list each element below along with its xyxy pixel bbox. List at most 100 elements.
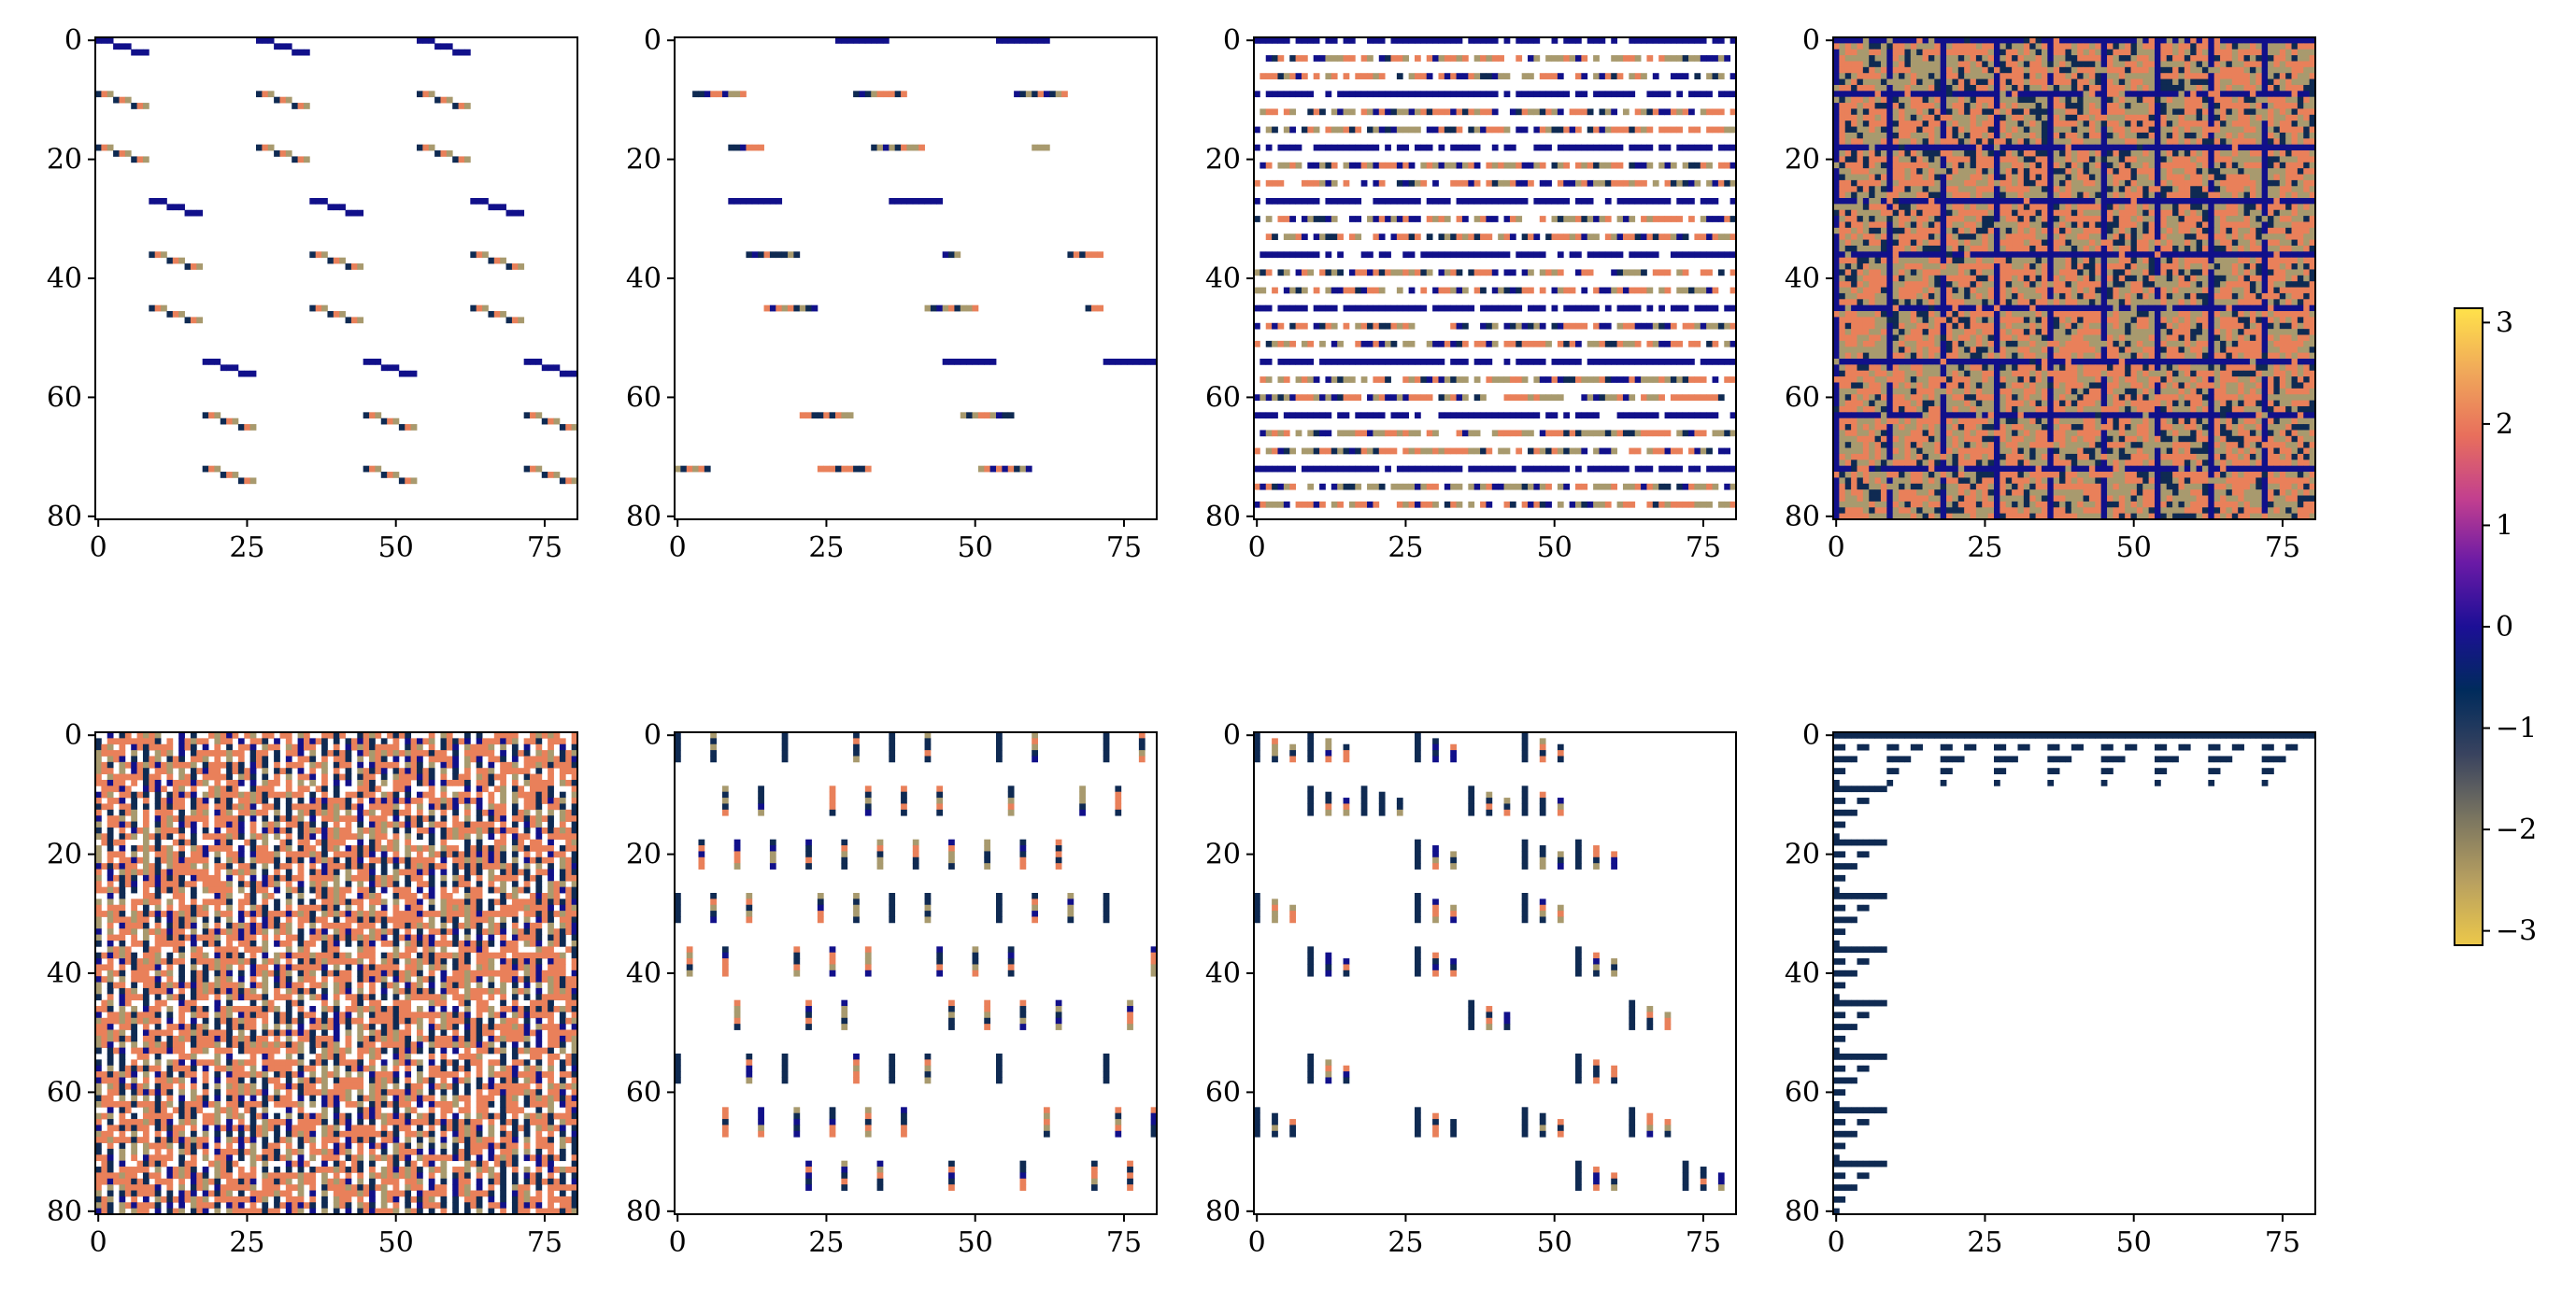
- heatmap-cell: [2190, 198, 2197, 205]
- heatmap-cell: [2249, 37, 2256, 44]
- heatmap-cell: [1587, 359, 1594, 365]
- heatmap-cell: [1833, 61, 1840, 68]
- heatmap-cell: [2196, 144, 2203, 151]
- heatmap-cell: [1461, 179, 1469, 187]
- heatmap-cell: [2220, 216, 2227, 222]
- heatmap-cell: [2268, 186, 2274, 193]
- heatmap-cell: [1910, 114, 1917, 121]
- heatmap-cell: [2256, 55, 2263, 62]
- heatmap-cell: [1343, 37, 1350, 44]
- heatmap-cell: [2297, 138, 2304, 146]
- heatmap-cell: [1857, 55, 1864, 62]
- heatmap-cell: [1892, 138, 1900, 146]
- heatmap-cell: [1952, 156, 1959, 163]
- heatmap-cell: [954, 251, 961, 259]
- heatmap-cell: [1480, 91, 1487, 98]
- heatmap-cell: [1450, 465, 1457, 473]
- heatmap-cell: [1611, 91, 1617, 98]
- heatmap-cell: [1839, 120, 1846, 127]
- heatmap-cell: [1629, 126, 1636, 134]
- heatmap-cell: [2201, 216, 2209, 222]
- heatmap-cell: [1994, 78, 2000, 86]
- heatmap-cell: [2231, 66, 2239, 74]
- heatmap-cell: [1283, 430, 1290, 437]
- heatmap-cell: [2268, 43, 2274, 50]
- heatmap-cell: [1892, 168, 1900, 175]
- heatmap-cell: [2130, 108, 2138, 116]
- heatmap-cell: [1468, 251, 1475, 259]
- heatmap-cell: [2100, 84, 2108, 92]
- heatmap-cell: [1402, 322, 1410, 330]
- heatmap-cell: [2249, 132, 2256, 139]
- heatmap-cell: [1940, 227, 1947, 234]
- heatmap-cell: [2231, 84, 2239, 92]
- heatmap-cell: [1634, 198, 1642, 205]
- heatmap-cell: [1360, 108, 1368, 116]
- heatmap-cell: [1946, 55, 1953, 62]
- heatmap-cell: [1910, 120, 1917, 127]
- heatmap-cell: [1975, 216, 1983, 222]
- heatmap-cell: [2249, 156, 2256, 163]
- heatmap-cell: [1378, 55, 1386, 62]
- heatmap-cell: [1331, 269, 1338, 276]
- heatmap-cell: [2303, 209, 2311, 217]
- heatmap-cell: [2279, 144, 2286, 151]
- heatmap-cell: [2155, 204, 2161, 211]
- heatmap-cell: [1569, 55, 1576, 62]
- heatmap-cell: [458, 156, 465, 163]
- heatmap-cell: [2226, 66, 2233, 74]
- heatmap-cell: [1473, 269, 1481, 276]
- heatmap-cell: [2309, 150, 2315, 157]
- heatmap-cell: [1604, 501, 1612, 508]
- heatmap-cell: [2297, 216, 2304, 222]
- heatmap-cell: [2077, 138, 2084, 146]
- heatmap-cell: [1307, 179, 1315, 187]
- heatmap-cell: [2059, 150, 2066, 157]
- heatmap-cell: [942, 359, 949, 365]
- heatmap-cell: [1712, 430, 1719, 437]
- heatmap-cell: [1563, 430, 1571, 437]
- heatmap-cell: [493, 311, 501, 318]
- heatmap-cell: [1367, 394, 1373, 401]
- heatmap-cell: [2184, 103, 2191, 109]
- heatmap-cell: [1575, 412, 1582, 419]
- heatmap-cell: [1450, 412, 1457, 419]
- heatmap-cell: [2166, 162, 2173, 169]
- heatmap-cell: [1468, 37, 1475, 44]
- heatmap-cell: [2172, 78, 2179, 86]
- heatmap-cell: [2053, 221, 2060, 229]
- heatmap-cell: [1982, 120, 1989, 127]
- heatmap-cell: [2029, 114, 2036, 121]
- heatmap-cell: [1880, 209, 1887, 217]
- heatmap-cell: [2213, 162, 2221, 169]
- heatmap-cell: [1869, 108, 1875, 116]
- heatmap-cell: [1461, 287, 1469, 294]
- heatmap-cell: [2095, 234, 2102, 240]
- heatmap-cell: [1940, 221, 1947, 229]
- heatmap-cell: [1892, 78, 1900, 86]
- heatmap-cell: [1975, 191, 1983, 199]
- heatmap-cell: [1348, 394, 1356, 401]
- heatmap-cell: [1682, 179, 1689, 187]
- heatmap-cell: [2107, 209, 2113, 217]
- heatmap-cell: [2059, 198, 2066, 205]
- heatmap-cell: [2142, 73, 2150, 79]
- heatmap-cell: [2142, 126, 2150, 134]
- heatmap-cell: [2201, 179, 2209, 187]
- heatmap-cell: [1857, 132, 1864, 139]
- heatmap-cell: [1319, 359, 1326, 365]
- heatmap-cell: [1886, 132, 1894, 139]
- heatmap-cell: [1706, 108, 1713, 116]
- heatmap-cell: [1676, 234, 1684, 240]
- heatmap-cell: [1922, 126, 1929, 134]
- heatmap-cell: [1899, 132, 1905, 139]
- heatmap-cell: [2088, 84, 2096, 92]
- heatmap-cell: [1922, 73, 1929, 79]
- heatmap-cell: [1892, 108, 1900, 116]
- heatmap-cell: [2309, 144, 2315, 151]
- heatmap-cell: [1904, 84, 1912, 92]
- heatmap-cell: [1272, 483, 1278, 490]
- heatmap-cell: [2083, 162, 2090, 169]
- heatmap-cell: [553, 472, 561, 478]
